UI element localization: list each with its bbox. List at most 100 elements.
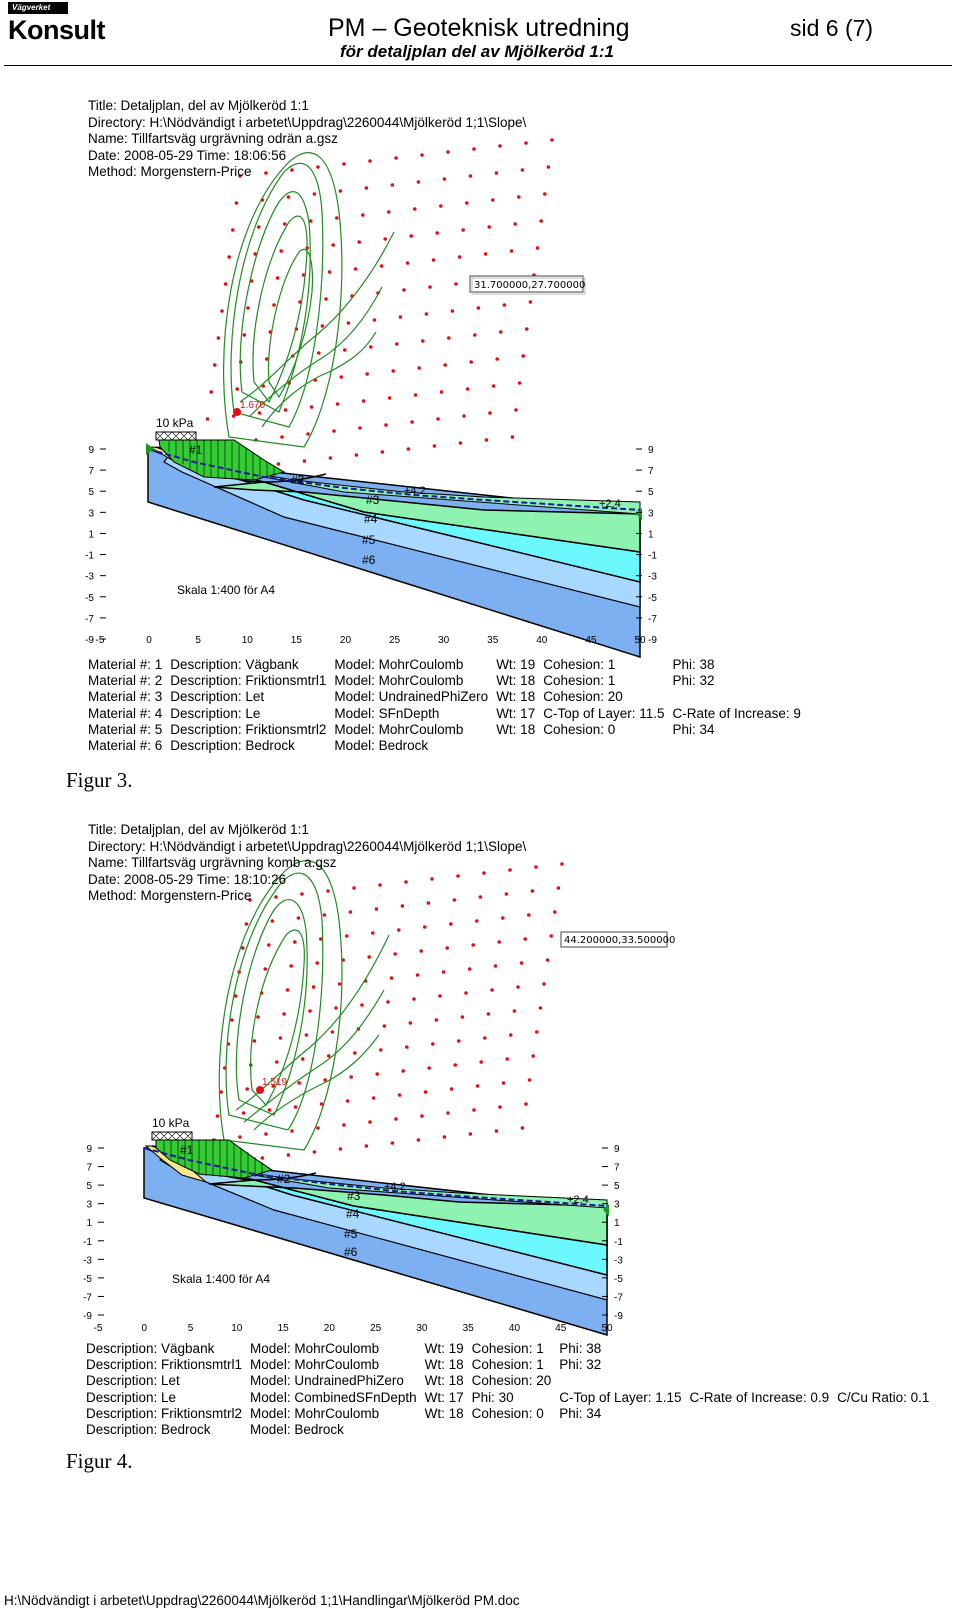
x-tick-label: 50 <box>634 635 646 646</box>
material-row: Description: Let Model: UndrainedPhiZero W… <box>86 1373 937 1389</box>
x-tick-label: 10 <box>231 1323 243 1334</box>
scale-note: Skala 1:400 för A4 <box>172 1272 270 1286</box>
x-tick-label: 10 <box>242 635 254 646</box>
grid-point <box>380 450 385 454</box>
meta-method: Method: Morgenstern-Price <box>88 888 252 903</box>
level-right-label: +2.4 <box>567 1194 589 1206</box>
grid-point <box>220 309 224 313</box>
y-tick-label-right: -7 <box>648 614 657 625</box>
x-tick-label: 50 <box>601 1323 613 1334</box>
grid-point <box>469 360 474 364</box>
y-tick-label-right: -9 <box>614 1311 623 1322</box>
grid-point <box>468 174 473 178</box>
grid-point <box>296 916 301 920</box>
material-cell: Phi: 32 <box>672 673 715 689</box>
grid-point <box>349 1075 354 1079</box>
grid-points <box>208 862 564 1166</box>
material-number-label: #5 <box>362 533 376 547</box>
grid-point <box>446 1111 450 1115</box>
grid-point <box>426 901 431 905</box>
material-cell: Wt: 18 <box>496 721 536 737</box>
level-left-label: +4.2 <box>384 1181 406 1193</box>
grid-point <box>213 363 217 367</box>
meta-directory: Directory: H:\Nödvändigt i arbetet\Uppdr… <box>88 114 527 130</box>
grid-point <box>560 862 564 866</box>
material-number-label: #6 <box>344 1245 358 1259</box>
grid-point <box>535 246 540 250</box>
grid-point <box>488 411 492 415</box>
grid-point <box>263 967 267 971</box>
grid-point <box>501 1081 506 1085</box>
grid-point <box>538 1006 543 1010</box>
grid-point <box>461 228 466 232</box>
grid-point <box>337 982 342 986</box>
grid-point <box>502 303 507 307</box>
grid-point <box>428 285 432 289</box>
x-tick-label: 20 <box>324 1323 336 1334</box>
material-cell <box>837 1422 937 1438</box>
critical-center-point: 1.670 <box>233 400 265 416</box>
grid-point <box>423 925 427 929</box>
scale-note: Skala 1:400 för A4 <box>177 583 275 597</box>
grid-point <box>465 387 470 391</box>
y-tick-label-left: 3 <box>88 508 94 519</box>
grid-point <box>353 1051 357 1055</box>
grid-point <box>495 357 500 361</box>
grid-point <box>435 231 440 235</box>
material-cell: C-Rate of Increase: 0.9 <box>689 1389 830 1405</box>
grid-point <box>415 973 420 977</box>
grid-point <box>491 198 495 202</box>
material-row: Material #: 4 Description: Le Model: SFnDe… <box>88 706 809 722</box>
grid-point <box>267 943 271 947</box>
grid-point <box>289 964 293 968</box>
material-labels: #1 #2 #3 #4 #5 #6 <box>180 1143 361 1259</box>
grid-point <box>542 982 546 986</box>
material-row: Description: Le Model: CombinedSFnDepth Wt… <box>86 1390 937 1406</box>
grid-point <box>257 411 262 415</box>
x-tick-label: 20 <box>340 635 352 646</box>
grid-point <box>264 1132 268 1136</box>
grid-point <box>393 952 398 956</box>
grid-point <box>398 315 403 319</box>
grid-point <box>390 183 395 187</box>
page-header: Vägverket Konsult PM – Geoteknisk utredn… <box>0 0 960 68</box>
x-tick-label: 45 <box>555 1323 567 1334</box>
material-number-label: #4 <box>364 512 378 526</box>
material-row: Material #: 1 Description: Vägbank Model: … <box>88 657 809 673</box>
grid-point <box>386 1000 390 1004</box>
grid-point <box>449 922 453 926</box>
material-cell: Cohesion: 1 <box>543 673 616 689</box>
grid-point <box>450 309 455 313</box>
grid-point <box>523 937 527 941</box>
material-cell: Model: MohrCoulomb <box>334 657 464 672</box>
grid-point <box>452 898 457 902</box>
grid-point <box>442 1135 447 1139</box>
grid-point <box>374 907 379 911</box>
grid-point <box>447 336 451 340</box>
material-cell: C-Top of Layer: 11.5 <box>543 705 665 721</box>
grid-point <box>465 201 469 205</box>
material-number-label: #1 <box>180 1143 194 1157</box>
grid-point <box>431 258 436 262</box>
y-tick-label-left: 9 <box>88 445 94 456</box>
material-cell <box>690 1422 838 1438</box>
grid-point <box>227 255 231 259</box>
grid-point <box>309 219 313 223</box>
grid-point <box>400 904 405 908</box>
grid-point <box>282 1012 286 1016</box>
grid-point <box>248 898 252 902</box>
material-number-label: #3 <box>366 493 380 507</box>
grid-point <box>317 351 321 355</box>
material-cell: Cohesion: 0 <box>471 1405 544 1421</box>
grid-point <box>270 919 275 923</box>
grid-point <box>342 162 346 166</box>
grid-point <box>223 282 228 286</box>
material-cell: Cohesion: 1 <box>543 657 616 672</box>
grid-point <box>361 213 365 217</box>
x-tick-label: 0 <box>146 635 152 646</box>
grid-point <box>345 934 349 938</box>
y-tick-label-left: -1 <box>85 551 94 562</box>
grid-point <box>498 1105 502 1109</box>
level-right-label: +2.4 <box>599 498 621 510</box>
grid-point <box>382 1024 387 1028</box>
